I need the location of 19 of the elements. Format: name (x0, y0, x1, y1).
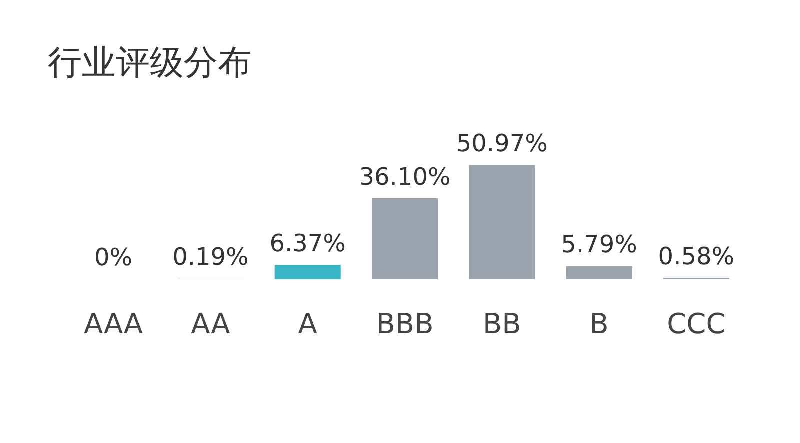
x-tick-label: BBB (376, 307, 434, 340)
data-label: 0.58% (658, 242, 735, 270)
data-label: 50.97% (456, 129, 548, 158)
x-tick-label: A (298, 307, 318, 340)
data-label: 0% (94, 244, 133, 272)
data-label: 6.37% (270, 229, 346, 258)
x-tick-label: B (590, 307, 609, 340)
data-label: 0.19% (172, 243, 249, 272)
x-tick-label: AA (191, 307, 230, 340)
x-tick-label: BB (482, 307, 522, 340)
bar (469, 165, 536, 280)
data-label: 5.79% (561, 230, 638, 259)
x-tick-label: AAA (84, 307, 144, 340)
bar (566, 266, 632, 280)
data-label: 36.10% (359, 162, 451, 191)
bar (274, 265, 341, 280)
x-tick-label: CCC (667, 307, 726, 340)
bar (372, 198, 438, 280)
chart-title: 行业评级分布 (48, 42, 252, 85)
